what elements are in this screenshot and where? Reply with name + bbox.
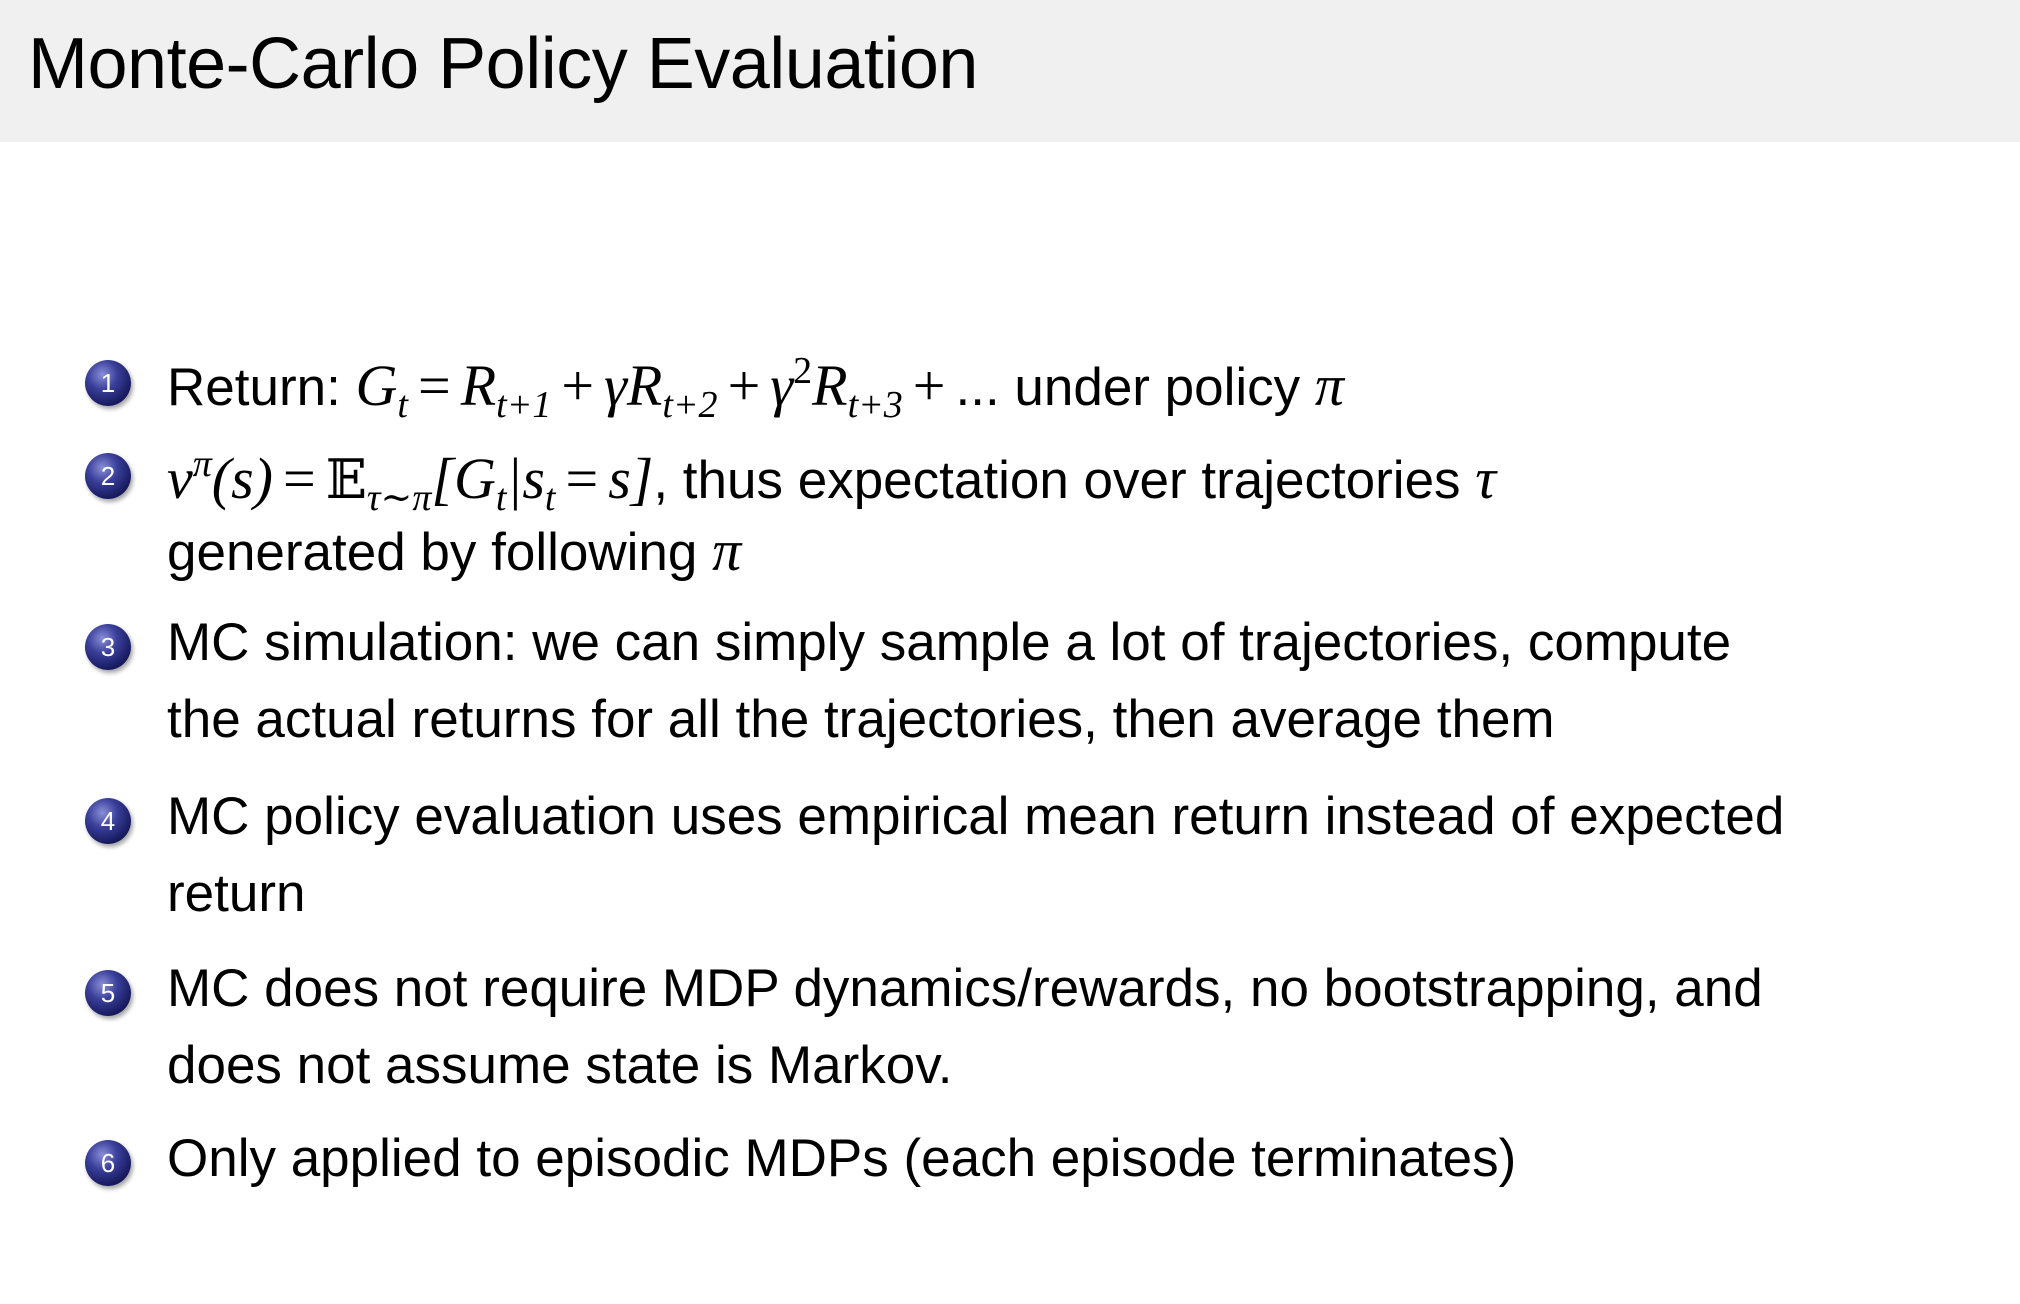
item-text-line: Return: Gt = Rt+1 + γRt+2 + γ2Rt+3 +... under p… bbox=[167, 352, 1344, 424]
numbered-bullet-icon: 6 bbox=[85, 1140, 131, 1186]
math-operator: + bbox=[912, 353, 946, 418]
math-operator: = bbox=[283, 446, 316, 511]
math-symbol: |s bbox=[506, 446, 545, 511]
math-symbol: R bbox=[812, 353, 848, 418]
math-expectation: 𝔼 bbox=[325, 448, 367, 511]
math-superscript: π bbox=[192, 443, 212, 485]
numbered-bullet-icon: 2 bbox=[85, 453, 131, 499]
math-subscript: t+1 bbox=[496, 384, 552, 426]
math-subscript: t+3 bbox=[847, 384, 903, 426]
math-operator: + bbox=[727, 353, 761, 418]
item-text-line: generated by following π bbox=[167, 522, 741, 580]
math-subscript: t bbox=[397, 384, 408, 426]
item-text-line: MC policy evaluation uses empirical mean… bbox=[167, 790, 1784, 843]
numbered-bullet-icon: 3 bbox=[85, 624, 131, 670]
item-text-line: MC simulation: we can simply sample a lo… bbox=[167, 616, 1731, 669]
math-symbol: v bbox=[167, 446, 193, 511]
text-segment: ... under policy bbox=[955, 358, 1315, 417]
math-operator: = bbox=[417, 353, 451, 418]
item-text-line: the actual returns for all the trajector… bbox=[167, 693, 1555, 746]
math-symbol: s] bbox=[608, 446, 654, 511]
math-subscript: t bbox=[544, 477, 556, 519]
math-symbol: R bbox=[460, 353, 497, 418]
text-segment: Return: bbox=[167, 358, 356, 417]
item-text-line: return bbox=[167, 867, 305, 920]
math-symbol: π bbox=[1314, 353, 1344, 418]
math-symbol: γ bbox=[770, 353, 794, 418]
numbered-bullet-icon: 4 bbox=[85, 798, 131, 844]
math-subscript: t bbox=[495, 477, 507, 519]
math-operator: + bbox=[561, 353, 595, 418]
math-symbol: [G bbox=[431, 446, 496, 511]
item-text-line: Only applied to episodic MDPs (each epis… bbox=[167, 1132, 1516, 1185]
math-symbol: τ bbox=[1475, 446, 1497, 511]
math-symbol: π bbox=[712, 518, 742, 583]
numbered-bullet-icon: 5 bbox=[85, 970, 131, 1016]
text-segment: , thus expectation over trajectories bbox=[653, 451, 1476, 510]
text-segment: the actual returns for all the trajector… bbox=[167, 690, 1555, 749]
slide-title: Monte-Carlo Policy Evaluation bbox=[28, 24, 978, 104]
text-segment: MC simulation: we can simply sample a lo… bbox=[167, 613, 1732, 672]
text-segment: MC does not require MDP dynamics/rewards… bbox=[167, 959, 1763, 1018]
item-text-line: vπ(s) = 𝔼τ∼π[Gt|st = s], thus expectation ov… bbox=[167, 445, 1496, 517]
math-symbol: γR bbox=[604, 353, 663, 418]
item-text-line: does not assume state is Markov. bbox=[167, 1039, 953, 1092]
text-segment: generated by following bbox=[167, 523, 713, 582]
text-segment: MC policy evaluation uses empirical mean… bbox=[167, 787, 1785, 846]
title-bar: Monte-Carlo Policy Evaluation bbox=[0, 0, 2020, 142]
item-text-line: MC does not require MDP dynamics/rewards… bbox=[167, 962, 1763, 1015]
math-symbol: G bbox=[355, 353, 398, 418]
text-segment: return bbox=[167, 864, 306, 923]
math-subscript: τ∼π bbox=[366, 477, 432, 519]
math-subscript: t+2 bbox=[662, 384, 718, 426]
text-segment: does not assume state is Markov. bbox=[167, 1036, 953, 1095]
math-symbol: (s) bbox=[211, 446, 273, 511]
numbered-bullet-icon: 1 bbox=[85, 360, 131, 406]
text-segment: Only applied to episodic MDPs (each epis… bbox=[167, 1129, 1517, 1188]
math-superscript: 2 bbox=[793, 350, 813, 392]
math-operator: = bbox=[565, 446, 599, 511]
